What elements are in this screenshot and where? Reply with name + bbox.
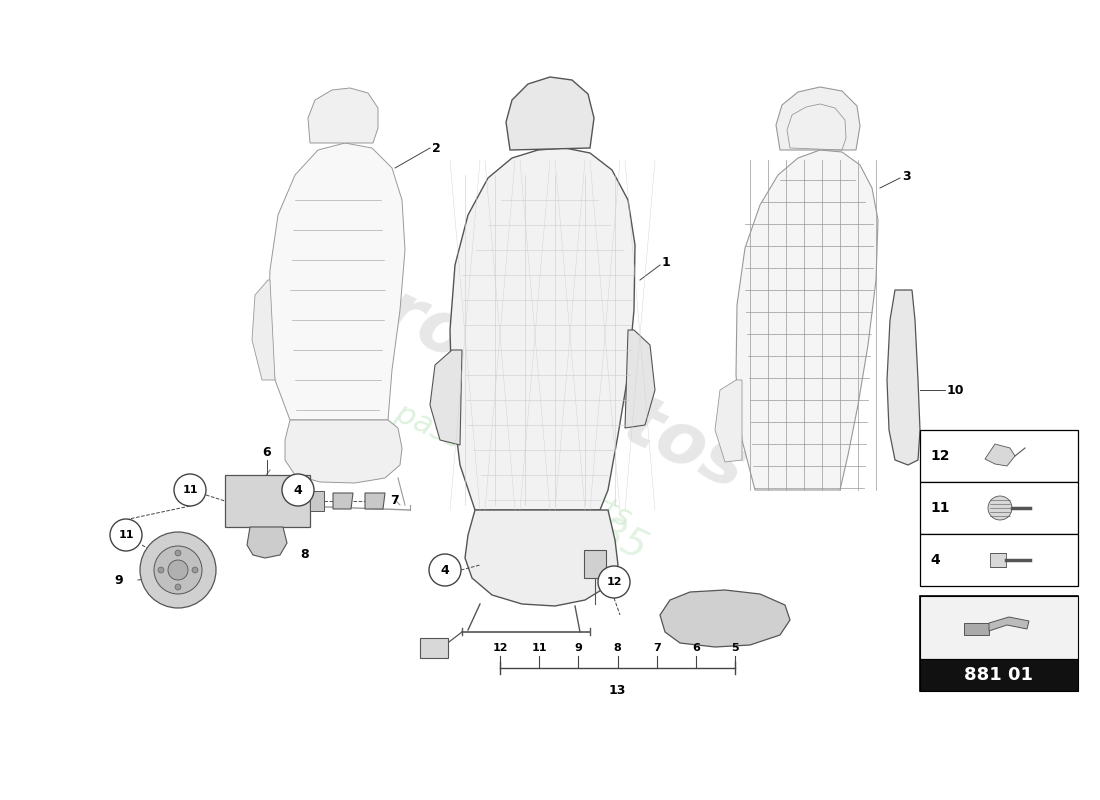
Polygon shape <box>989 617 1028 631</box>
Text: eurospartos: eurospartos <box>283 234 758 506</box>
Polygon shape <box>248 527 287 558</box>
Bar <box>420 638 448 658</box>
Polygon shape <box>465 510 618 606</box>
Circle shape <box>282 474 314 506</box>
Polygon shape <box>430 350 462 445</box>
Text: 4: 4 <box>441 563 450 577</box>
Circle shape <box>140 532 216 608</box>
Bar <box>920 596 1078 659</box>
Circle shape <box>988 496 1012 520</box>
Circle shape <box>168 560 188 580</box>
Polygon shape <box>252 280 275 380</box>
Bar <box>920 482 1078 534</box>
Text: 11: 11 <box>930 501 949 515</box>
Polygon shape <box>625 330 654 428</box>
Polygon shape <box>268 143 405 420</box>
Polygon shape <box>984 444 1015 466</box>
Bar <box>920 534 1078 586</box>
Circle shape <box>154 546 202 594</box>
Polygon shape <box>660 590 790 647</box>
Text: 9: 9 <box>574 643 582 653</box>
Text: 13: 13 <box>608 683 626 697</box>
Circle shape <box>175 550 182 556</box>
Text: 5: 5 <box>732 643 739 653</box>
Text: 12: 12 <box>606 577 621 587</box>
Bar <box>920 596 1078 691</box>
Text: 8: 8 <box>300 549 309 562</box>
Bar <box>920 430 1078 482</box>
Text: 6: 6 <box>263 446 272 459</box>
Polygon shape <box>715 380 742 462</box>
Bar <box>226 475 310 527</box>
Polygon shape <box>736 150 878 490</box>
Bar <box>242 490 264 504</box>
Circle shape <box>175 584 182 590</box>
Text: 9: 9 <box>114 574 123 586</box>
Text: 881 01: 881 01 <box>965 666 1034 684</box>
Polygon shape <box>450 148 635 510</box>
Text: a passion for parts: a passion for parts <box>365 386 635 534</box>
Circle shape <box>429 554 461 586</box>
Text: 1: 1 <box>662 257 671 270</box>
Circle shape <box>192 567 198 573</box>
Circle shape <box>110 519 142 551</box>
Circle shape <box>174 474 206 506</box>
Text: 10: 10 <box>947 383 965 397</box>
Text: 11: 11 <box>183 485 198 495</box>
Bar <box>584 550 606 578</box>
Text: 2: 2 <box>432 142 441 154</box>
Text: 3: 3 <box>902 170 911 182</box>
Text: 7: 7 <box>390 494 398 507</box>
Bar <box>310 491 324 511</box>
Circle shape <box>158 567 164 573</box>
Text: 1985: 1985 <box>547 492 653 568</box>
Text: 7: 7 <box>652 643 660 653</box>
Polygon shape <box>365 493 385 509</box>
Text: 4: 4 <box>930 553 939 567</box>
Text: 4: 4 <box>294 483 302 497</box>
Circle shape <box>598 566 630 598</box>
Polygon shape <box>285 420 402 483</box>
Text: 8: 8 <box>614 643 622 653</box>
Text: 6: 6 <box>692 643 700 653</box>
Polygon shape <box>308 88 378 143</box>
Polygon shape <box>333 493 353 509</box>
Text: 11: 11 <box>531 643 547 653</box>
Text: 12: 12 <box>930 449 949 463</box>
Text: 12: 12 <box>493 643 508 653</box>
Text: 11: 11 <box>119 530 134 540</box>
Bar <box>990 553 1006 567</box>
Polygon shape <box>964 623 989 635</box>
Polygon shape <box>887 290 920 465</box>
Polygon shape <box>776 87 860 150</box>
Bar <box>920 659 1078 691</box>
Polygon shape <box>506 77 594 150</box>
